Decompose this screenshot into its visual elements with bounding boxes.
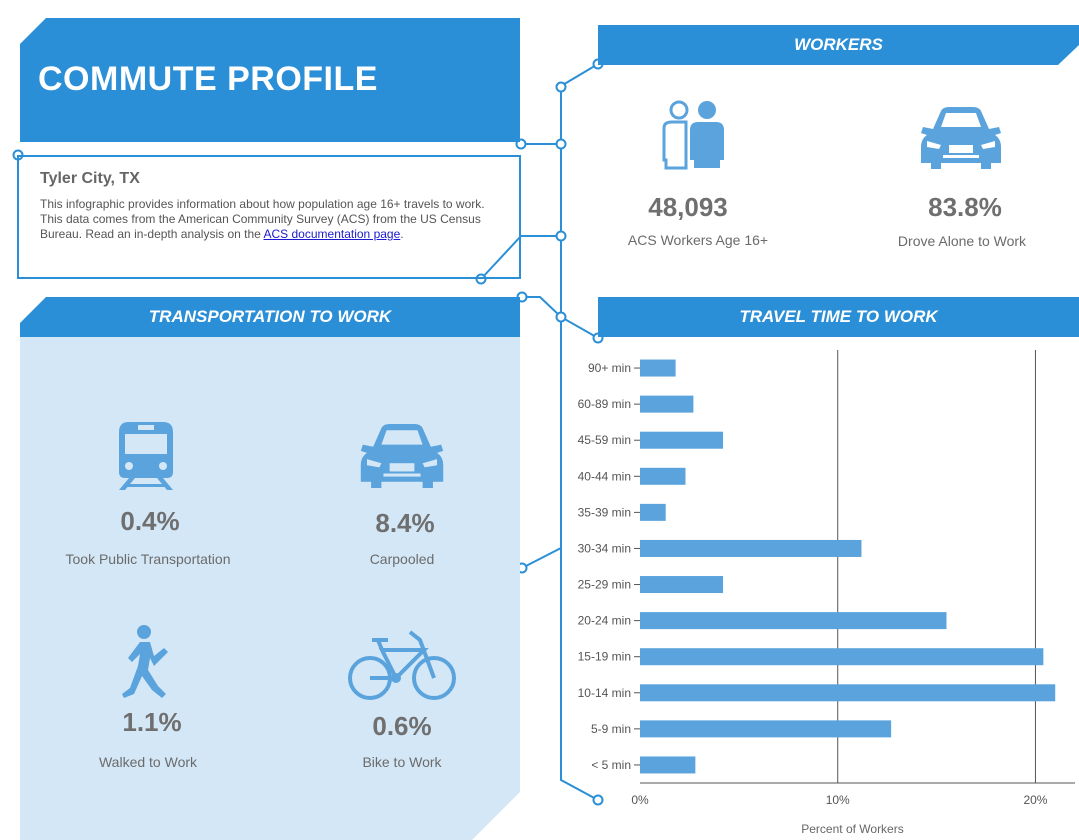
- public-transport-label: Took Public Transportation: [65, 551, 231, 567]
- description-trailing: .: [400, 227, 404, 241]
- transportation-panel: [20, 337, 520, 840]
- category-label: 25-29 min: [578, 578, 631, 592]
- bar: [640, 756, 696, 774]
- bar: [640, 395, 694, 413]
- category-label: 35-39 min: [578, 505, 631, 519]
- bar: [640, 576, 724, 594]
- workers-heading: WORKERS: [598, 25, 1079, 65]
- carpooled-label: Carpooled: [369, 551, 435, 567]
- x-tick-label: 20%: [1023, 793, 1047, 807]
- bar: [640, 431, 724, 449]
- page-title: COMMUTE PROFILE: [38, 60, 378, 98]
- category-label: 90+ min: [588, 361, 631, 375]
- bicycle-icon: [348, 630, 456, 700]
- bike-label: Bike to Work: [362, 754, 442, 770]
- walking-person-icon: [122, 625, 168, 698]
- bar: [640, 539, 862, 557]
- bar: [640, 359, 676, 377]
- carpool-car-icon: [360, 424, 444, 488]
- walked-value: 1.1%: [122, 707, 182, 737]
- x-axis-title: Percent of Workers: [801, 822, 903, 836]
- bike-value: 0.6%: [372, 711, 432, 741]
- car-icon: [921, 107, 1001, 169]
- category-label: 15-19 min: [578, 650, 631, 664]
- category-label: 30-34 min: [578, 541, 631, 555]
- category-label: < 5 min: [591, 758, 631, 772]
- drove-alone-value: 83.8%: [928, 192, 1002, 222]
- description-text: This infographic provides information ab…: [40, 197, 485, 241]
- title-banner: [20, 18, 520, 142]
- workers-count-value: 48,093: [648, 192, 728, 222]
- info-box: [17, 155, 521, 279]
- category-label: 20-24 min: [578, 614, 631, 628]
- bar: [640, 684, 1056, 702]
- place-name: Tyler City, TX: [40, 170, 140, 187]
- category-label: 40-44 min: [578, 469, 631, 483]
- bar: [640, 467, 686, 485]
- people-icon: [662, 100, 724, 170]
- transportation-heading: TRANSPORTATION TO WORK: [20, 297, 520, 337]
- category-label: 5-9 min: [591, 722, 631, 736]
- walked-label: Walked to Work: [98, 754, 198, 770]
- category-label: 10-14 min: [578, 686, 631, 700]
- public-transport-value: 0.4%: [120, 506, 180, 536]
- workers-count-label: ACS Workers Age 16+: [627, 232, 769, 248]
- bar: [640, 648, 1044, 666]
- category-label: 60-89 min: [578, 397, 631, 411]
- x-tick-label: 0%: [631, 793, 649, 807]
- travel-time-chart: 90+ min 60-89 min 45-59 min 40-44 min 35-39 …: [578, 350, 1075, 836]
- info-description: This infographic provides information ab…: [40, 197, 495, 242]
- acs-documentation-link[interactable]: ACS documentation page: [263, 227, 401, 241]
- bar: [640, 720, 892, 738]
- bar: [640, 503, 666, 521]
- category-label: 45-59 min: [578, 433, 631, 447]
- bar: [640, 612, 947, 630]
- travel-time-heading: TRAVEL TIME TO WORK: [598, 297, 1079, 337]
- train-icon: [119, 422, 173, 490]
- carpooled-value: 8.4%: [375, 508, 435, 538]
- x-tick-label: 10%: [826, 793, 850, 807]
- drove-alone-label: Drove Alone to Work: [897, 233, 1027, 249]
